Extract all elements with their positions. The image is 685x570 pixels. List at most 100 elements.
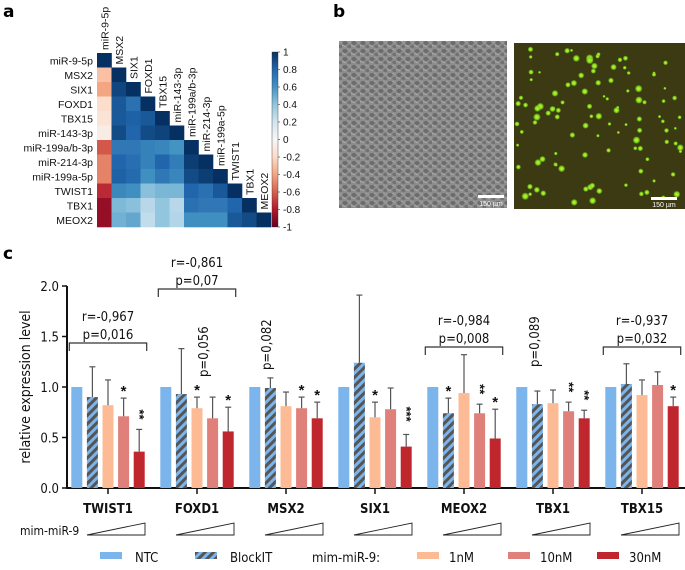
fluorescence-image: 150 µm: [514, 43, 685, 209]
y-tick-label: 1.5: [40, 331, 59, 346]
scalebar: [651, 197, 677, 200]
fluorescent-cell: [519, 129, 524, 135]
heatmap-cell: [140, 140, 156, 155]
fluorescent-cell: [673, 126, 677, 130]
column-label: TWIST1: [230, 142, 242, 181]
heatmap-cell: [213, 198, 228, 213]
bar-30nm: [400, 446, 412, 488]
heatmap-cell: [184, 169, 199, 184]
heatmap-cell: [227, 183, 243, 199]
colorbar-tick-label: 0.2: [283, 118, 297, 129]
heatmap-cell: [97, 96, 112, 112]
y-tick-label: 1.0: [40, 381, 59, 396]
heatmap-cell: [126, 198, 141, 213]
bracket: [68, 342, 148, 351]
fluorescent-cell: [589, 114, 594, 119]
fluorescent-cell: [528, 54, 533, 59]
bar-30nm: [667, 406, 679, 488]
bar-10nm: [474, 413, 486, 488]
stat-annotation: p=0,07: [175, 274, 218, 289]
fluorescent-cell: [528, 192, 533, 197]
colorbar-tick-label: -0.2: [283, 153, 301, 164]
x-tick-label: MEOX2: [441, 502, 487, 517]
x-tick-label: TWIST1: [83, 502, 133, 517]
heatmap-cell: [198, 198, 214, 213]
fluorescent-cell: [589, 58, 593, 63]
fluorescent-cell: [545, 110, 552, 116]
heatmap-cell: [111, 183, 127, 199]
panel-label-a: a: [3, 2, 15, 22]
colorbar-tick-label: -0.6: [283, 188, 301, 199]
fluorescent-cell: [570, 79, 578, 87]
fluorescent-cell: [634, 84, 643, 93]
x-tick-label: MSX2: [267, 502, 304, 517]
concentration-gradient-icon: [264, 522, 324, 536]
fluorescent-cell: [610, 63, 617, 71]
fluorescent-cell: [588, 197, 597, 205]
heatmap-cell: [97, 67, 112, 83]
heatmap-cell: [126, 111, 141, 126]
fluorescent-cell: [554, 163, 558, 167]
fluorescent-cell: [657, 114, 662, 119]
fluorescent-cell: [553, 151, 558, 156]
fluorescent-cell: [569, 132, 576, 138]
fluorescent-cell: [623, 183, 629, 188]
heatmap-cell: [227, 212, 243, 228]
heatmap-cell: [169, 198, 185, 213]
fluorescent-cell: [602, 94, 606, 98]
bar-30nm: [311, 418, 323, 488]
heatmap-cell: [97, 53, 112, 68]
significance-marker: *: [372, 387, 378, 404]
bar-ntc: [338, 387, 350, 488]
heatmap-cell: [126, 96, 141, 112]
heatmap-cell: [169, 154, 185, 170]
fluorescent-cell: [538, 70, 542, 74]
heatmap-cell: [184, 183, 199, 199]
fluorescent-cell: [539, 155, 546, 163]
fluorescent-cell: [676, 144, 684, 152]
fluorescent-cell: [514, 121, 520, 127]
bar-blockit: [442, 413, 454, 488]
heatmap-cell: [155, 154, 170, 170]
fluorescent-cell: [625, 89, 630, 93]
heatmap-cell: [155, 125, 170, 141]
fluorescent-cell: [554, 114, 561, 120]
heatmap-cell: [126, 125, 141, 141]
fluorescent-cell: [569, 48, 574, 53]
fluorescent-cell: [533, 104, 542, 113]
legend-label: 30nM: [629, 551, 661, 566]
heatmap-cell: [140, 96, 156, 112]
fluorescent-cell: [644, 189, 650, 196]
fluorescent-cell: [606, 147, 612, 153]
fluorescent-cell: [527, 46, 534, 53]
fluorescent-cell: [638, 168, 644, 174]
bracket: [424, 346, 504, 355]
heatmap-cell: [111, 169, 127, 184]
bar-30nm: [489, 438, 501, 488]
fluorescent-cell: [638, 191, 645, 197]
gradient-label: mim-miR-9: [20, 524, 79, 538]
fluorescent-cell: [557, 165, 566, 173]
fluorescent-cell: [578, 72, 585, 79]
fluorescent-cell: [632, 136, 641, 145]
bar-1nm: [102, 405, 114, 488]
legend-swatch: [597, 552, 619, 559]
heatmap-cell: [111, 154, 127, 170]
x-tick-label: SIX1: [360, 502, 390, 517]
fluorescent-cell: [633, 146, 638, 151]
heatmap-cell: [111, 82, 127, 97]
significance-marker: *: [445, 383, 451, 400]
fluorescent-cell: [515, 100, 522, 107]
bar-10nm: [652, 384, 664, 488]
significance-marker: **: [577, 390, 592, 401]
bracket: [157, 288, 237, 297]
bar-1nm: [191, 408, 203, 488]
significance-marker: **: [473, 384, 488, 395]
bar-ntc: [516, 387, 528, 488]
bar-blockit: [620, 383, 632, 488]
heatmap-cell: [140, 183, 156, 199]
fluorescent-cell: [522, 102, 529, 108]
fluorescent-cell: [670, 171, 676, 177]
heatmap-cell: [155, 198, 170, 213]
stat-annotation: p=0,016: [83, 328, 134, 343]
